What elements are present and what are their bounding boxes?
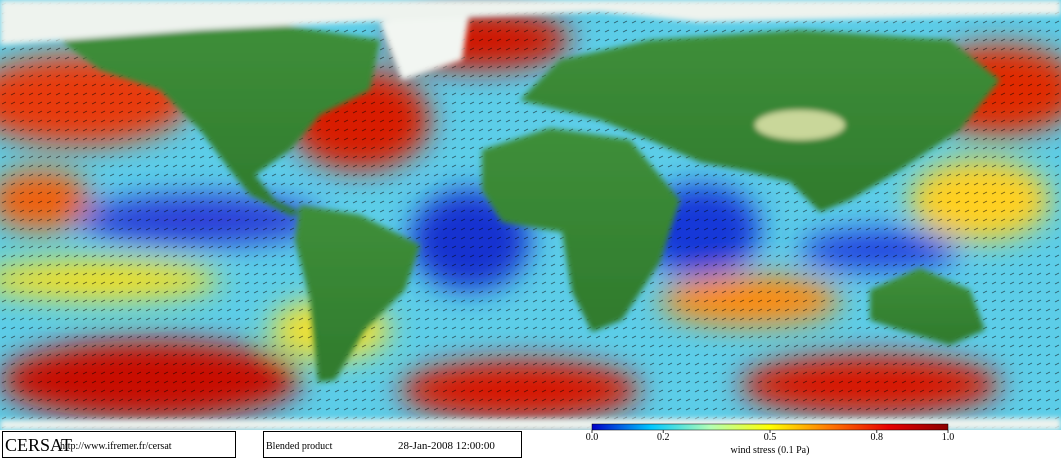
map-area xyxy=(0,0,1061,430)
colorbar-tick-label: 1.0 xyxy=(942,432,955,443)
colorbar-title: wind stress (0.1 Pa) xyxy=(731,445,810,456)
colorbar-tick-label: 0.0 xyxy=(586,432,599,443)
footer: CERSAT http://www.ifremer.fr/cersat Blen… xyxy=(0,423,1061,462)
date: 28-Jan-2008 12:00:00 xyxy=(398,440,495,452)
logo: CERSAT xyxy=(5,435,72,455)
url: http://www.ifremer.fr/cersat xyxy=(60,441,172,452)
colorbar-tick-label: 0.5 xyxy=(764,432,777,443)
colorbar: 0.0 0.2 0.5 0.8 1.0 wind stress (0.1 Pa) xyxy=(586,423,955,456)
colorbar-tick-label: 0.8 xyxy=(871,432,884,443)
product-box xyxy=(263,431,522,458)
colorbar-ramp xyxy=(591,423,949,431)
colorbar-tick-label: 0.2 xyxy=(657,432,670,443)
logo-box xyxy=(2,431,236,458)
product: Blended product xyxy=(266,441,333,452)
